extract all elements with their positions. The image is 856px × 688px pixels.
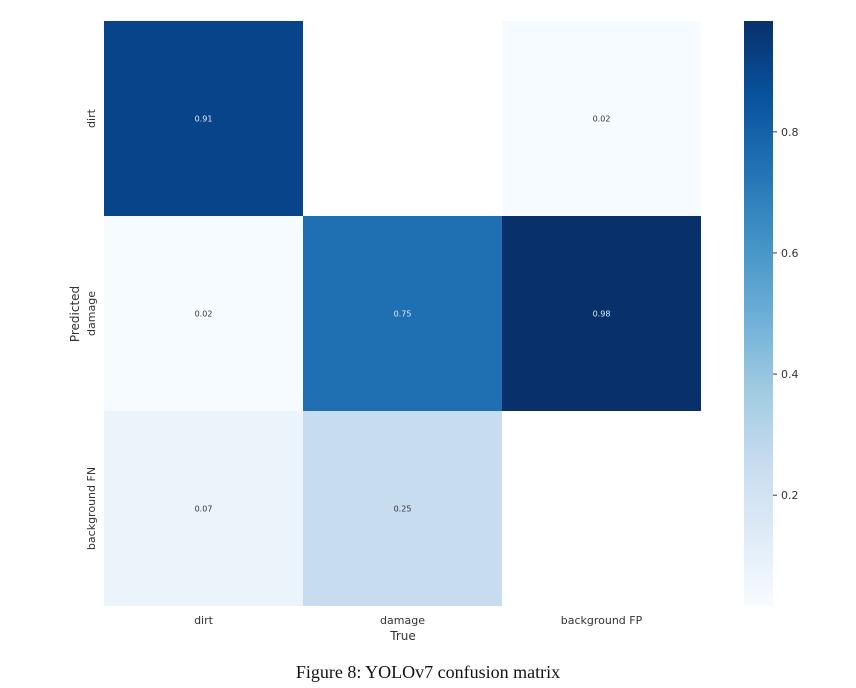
colorbar-ticks: 0.2 0.4 0.6 0.8 — [773, 126, 799, 502]
cell-value-label: 0.02 — [593, 115, 611, 124]
cell-value-label: 0.75 — [394, 310, 412, 319]
figure-caption: Figure 8: YOLOv7 confusion matrix — [295, 662, 561, 682]
heatmap-cell — [104, 21, 303, 216]
cell-value-label: 0.02 — [195, 310, 213, 319]
heatmap-cell-labels: 0.91 0.02 0.02 0.75 0.98 0.07 0.25 — [195, 115, 611, 514]
y-tick-label-dirt: dirt — [85, 108, 98, 128]
heatmap-cells — [104, 21, 701, 606]
heatmap-cell — [303, 216, 502, 411]
cell-value-label: 0.98 — [593, 310, 611, 319]
cell-value-label: 0.25 — [394, 505, 412, 514]
heatmap-cell — [502, 411, 701, 606]
colorbar-tick-label: 0.8 — [781, 126, 799, 139]
cell-value-label: 0.91 — [195, 115, 213, 124]
x-tick-label-background-fp: background FP — [561, 614, 643, 627]
x-tick-label-damage: damage — [380, 614, 425, 627]
y-tick-label-background-fn: background FN — [85, 467, 98, 550]
heatmap-cell — [104, 216, 303, 411]
heatmap-cell — [303, 21, 502, 216]
y-tick-label-damage: damage — [85, 291, 98, 336]
colorbar — [744, 21, 773, 606]
x-axis-label: True — [389, 629, 416, 643]
heatmap-cell — [104, 411, 303, 606]
cell-value-label: 0.07 — [195, 505, 213, 514]
y-tick-labels: dirt damage background FN — [85, 108, 98, 550]
y-axis-label: Predicted — [68, 286, 82, 342]
colorbar-tick-label: 0.2 — [781, 489, 799, 502]
heatmap-cell — [303, 411, 502, 606]
heatmap-cell — [502, 21, 701, 216]
x-tick-label-dirt: dirt — [194, 614, 214, 627]
colorbar-tick-label: 0.6 — [781, 247, 799, 260]
colorbar-tick-label: 0.4 — [781, 368, 799, 381]
x-tick-labels: dirt damage background FP — [194, 614, 643, 627]
heatmap-cell — [502, 216, 701, 411]
